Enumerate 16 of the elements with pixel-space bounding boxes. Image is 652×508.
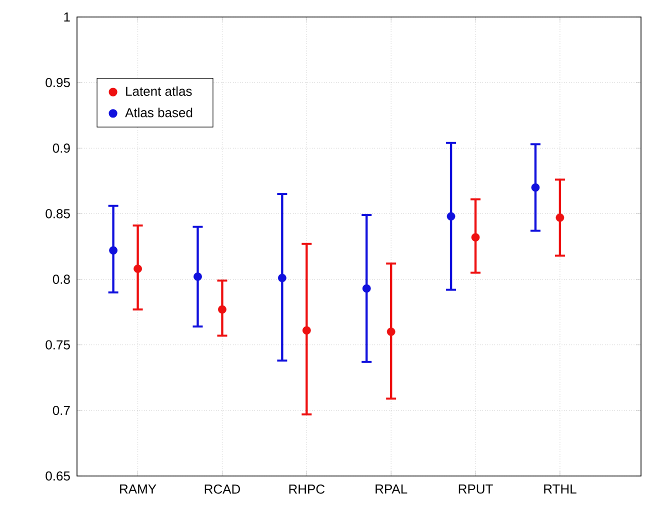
x-tick-label: RHPC bbox=[289, 484, 325, 494]
y-tick-label: 0.65 bbox=[46, 471, 70, 481]
y-tick-label: 0.75 bbox=[46, 340, 70, 350]
x-tick-label: RTHL bbox=[544, 484, 576, 494]
y-tick-label: 0.7 bbox=[52, 406, 70, 416]
x-tick-label: RCAD bbox=[204, 484, 240, 494]
y-tick-label: 0.8 bbox=[52, 274, 70, 284]
y-tick-label: 0.95 bbox=[46, 78, 70, 88]
legend-label: Latent atlas bbox=[126, 86, 192, 96]
y-tick-label: 0.85 bbox=[46, 209, 70, 218]
y-tick-label: 0.9 bbox=[52, 144, 70, 153]
y-tick-label: 1 bbox=[64, 12, 70, 22]
x-tick-label: RPUT bbox=[458, 484, 493, 494]
x-tick-label: RPAL bbox=[376, 484, 408, 494]
x-tick-label: RAMY bbox=[120, 484, 156, 494]
legend-label: Atlas based bbox=[125, 108, 192, 118]
